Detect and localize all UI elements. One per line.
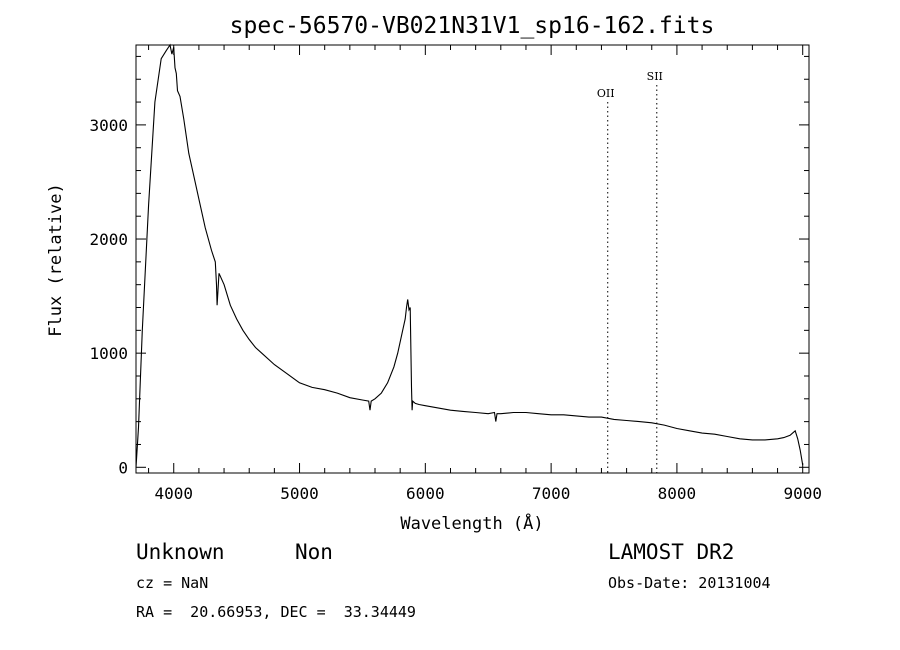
obs-date: Obs-Date: 20131004 [608,574,771,592]
y-tick-label: 3000 [89,116,128,135]
x-tick-label: 6000 [406,484,445,503]
spectral-class: Unknown [136,540,225,564]
x-tick-label: 8000 [658,484,697,503]
x-tick-label: 4000 [154,484,193,503]
y-tick-label: 1000 [89,344,128,363]
spectral-subclass: Non [295,540,333,564]
x-tick-label: 7000 [532,484,571,503]
plot-frame [135,44,810,474]
x-tick-label: 5000 [280,484,319,503]
x-axis-label: Wavelength (Å) [400,512,543,534]
chart-title: spec-56570-VB021N31V1_sp16-162.fits [230,13,715,39]
x-tick-label: 9000 [783,484,822,503]
spectrum-line [135,43,804,468]
coordinates: RA = 20.66953, DEC = 33.34449 [136,603,416,621]
y-tick-label: 2000 [89,230,128,249]
redshift: cz = NaN [136,574,209,592]
emission-line-label: OII [597,87,615,100]
y-tick-label: 0 [118,458,128,477]
y-axis-label: Flux (relative) [46,183,66,337]
emission-line-label: SII [647,70,663,83]
survey-name: LAMOST DR2 [608,540,735,564]
